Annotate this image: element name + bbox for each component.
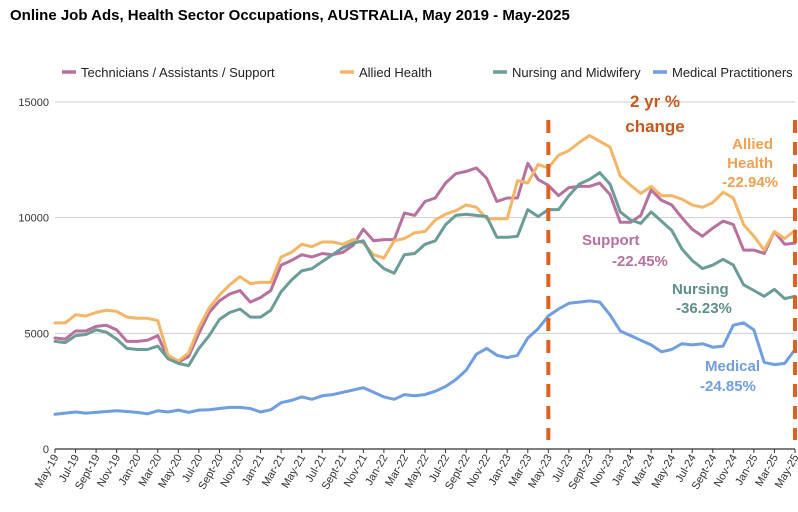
annotation-label: change [625, 117, 685, 136]
y-tick-label: 10000 [18, 213, 49, 225]
x-tick-label: May-19 [33, 453, 62, 491]
chart-title: Online Job Ads, Health Sector Occupation… [10, 7, 570, 24]
series-line-1 [53, 134, 797, 363]
y-tick-label: 0 [43, 444, 49, 456]
gridlines [55, 101, 795, 450]
legend-label: Medical Practitioners [672, 65, 793, 80]
legend-label: Allied Health [359, 65, 432, 80]
series-line-0 [53, 161, 797, 364]
annotation-label: Nursing [672, 281, 729, 298]
series-line-3 [53, 299, 797, 416]
annotation-label: -22.94% [722, 174, 778, 191]
legend: Technicians / Assistants / Support Allied… [62, 65, 793, 80]
x-axis: May-19Jul-19Sept-19Nov-19Jan-20Mar-20May… [33, 449, 798, 492]
legend-label: Technicians / Assistants / Support [81, 65, 275, 80]
annotation-label: Allied [732, 136, 773, 153]
series-lines [53, 134, 797, 416]
annotation-label: Medical [705, 358, 760, 375]
legend-label: Nursing and Midwifery [512, 65, 641, 80]
annotation-label: Support [582, 232, 640, 249]
y-axis: 0 5000 10000 15000 [18, 97, 49, 456]
annotation-label: -24.85% [700, 378, 756, 395]
y-tick-label: 15000 [18, 97, 49, 109]
annotation-label: Health [727, 155, 773, 172]
series-line-2 [53, 171, 797, 368]
annotation-label: 2 yr % [630, 92, 680, 111]
annotations: 2 yr % change Allied Health -22.94% Support -2… [582, 92, 778, 395]
reference-lines [546, 120, 797, 440]
annotation-label: -36.23% [676, 300, 732, 317]
y-tick-label: 5000 [25, 328, 49, 340]
annotation-label: -22.45% [612, 253, 668, 270]
